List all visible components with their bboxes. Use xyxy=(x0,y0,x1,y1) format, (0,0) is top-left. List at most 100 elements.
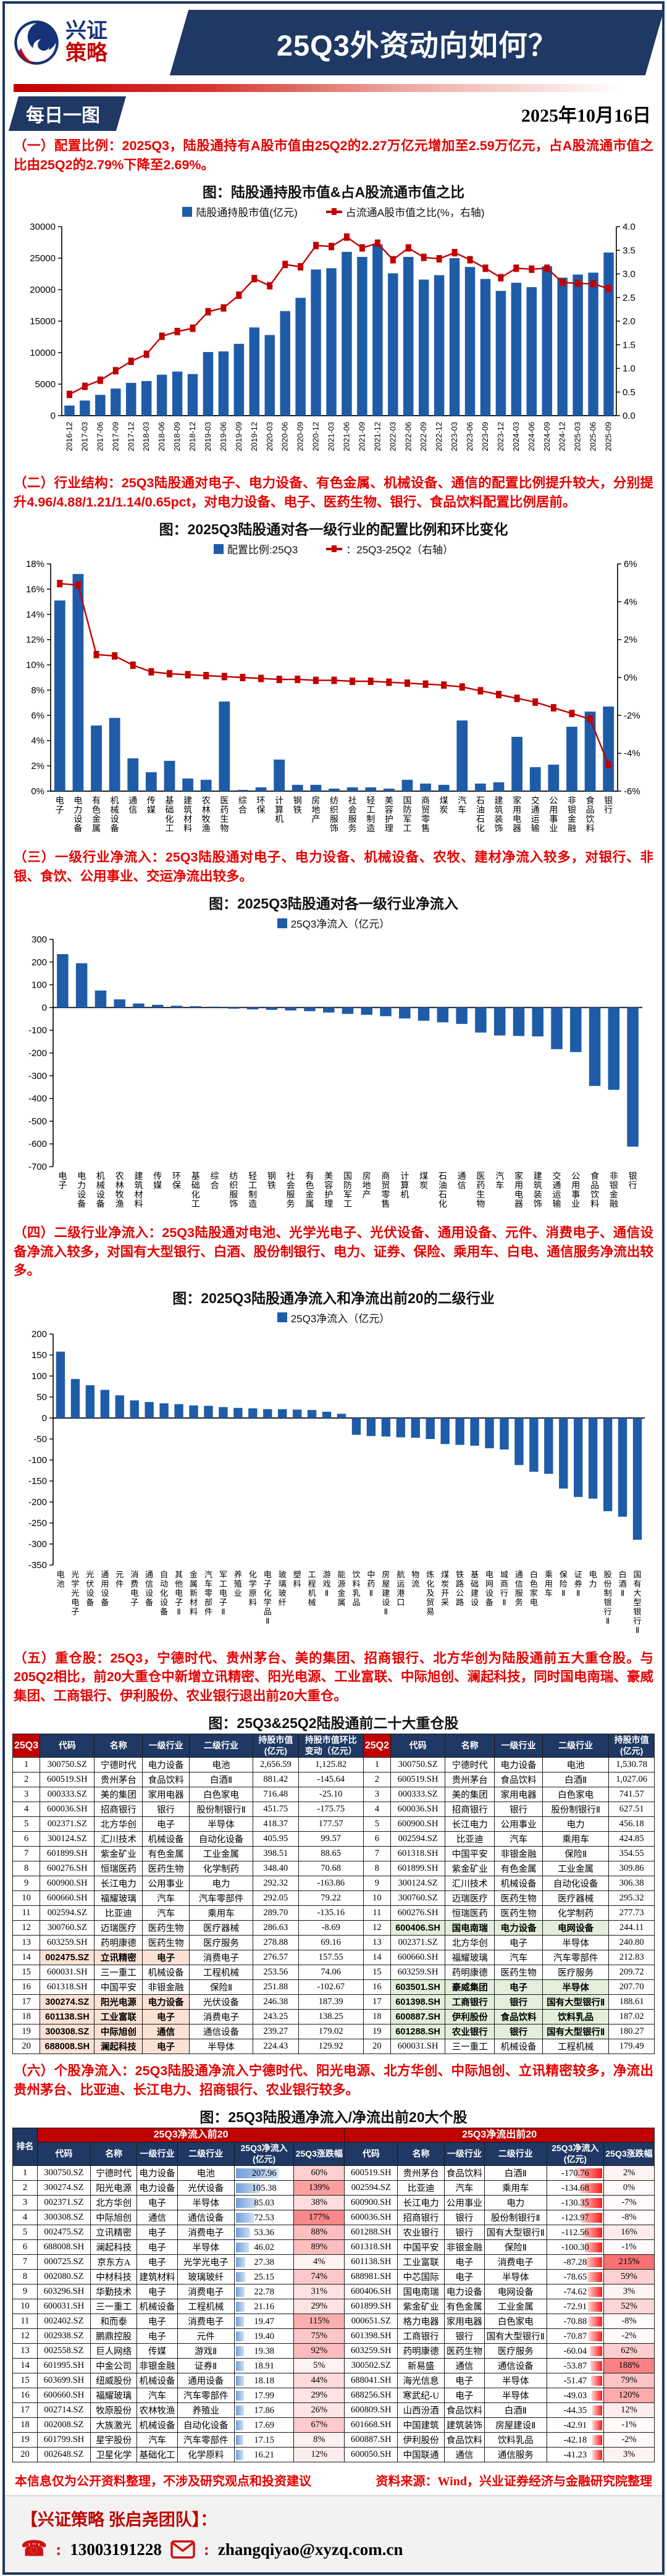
cell: 716.48 xyxy=(253,1787,299,1803)
svg-text:2019-12: 2019-12 xyxy=(250,422,259,451)
svg-text:-400: -400 xyxy=(28,1094,47,1104)
table1-header-cell: 代码 xyxy=(390,1734,446,1758)
cell: 16 xyxy=(12,1979,41,1995)
marker-2018-12 xyxy=(190,324,196,332)
cell: 宁德时代 xyxy=(94,1757,143,1773)
contact-row: ☎: 13003191228 : zhangqiyao@xyzq.com.cn xyxy=(21,2539,646,2560)
legend-item: 配置比例:25Q3 xyxy=(213,541,298,556)
cell: 紫金矿业 xyxy=(397,2299,445,2315)
cell: 中际旭创 xyxy=(94,2024,143,2040)
bar-2019-09 xyxy=(233,343,245,416)
marker-计算机 xyxy=(276,676,282,684)
svg-text:玻璃玻纤: 玻璃玻纤 xyxy=(279,1570,287,1607)
svg-text:纺织服饰: 纺织服饰 xyxy=(229,1171,238,1209)
table-row: 6 300124.SZ 汇川技术 机械设备 自动化设备 405.95 99.57 6 00259… xyxy=(12,1831,655,1847)
netflow-bar-cell: -87.28 xyxy=(546,2254,605,2270)
bar-铁路公路 xyxy=(455,1417,464,1445)
netflow-databar xyxy=(582,2227,603,2238)
cell: 消费电子 xyxy=(177,2314,235,2330)
cell: 电力设备 xyxy=(142,1757,190,1773)
bar-饮料乳品 xyxy=(351,1417,361,1435)
cell: 药明康德 xyxy=(397,2343,445,2359)
svg-text:计算机: 计算机 xyxy=(400,1171,409,1199)
bar-纺织服饰 xyxy=(228,1007,240,1009)
cell: 光伏设备 xyxy=(188,1994,254,2010)
cell: 半导体 xyxy=(542,1979,610,1995)
cell: 14 xyxy=(12,1950,41,1966)
cell: 253.56 xyxy=(253,1965,299,1981)
cell: 消费电子 xyxy=(188,1950,254,1966)
bar-2018-06 xyxy=(156,374,167,416)
netflow-value: -78.65 xyxy=(563,2272,587,2282)
bar-电网设备 xyxy=(485,1417,494,1448)
cell: 13 xyxy=(12,2343,38,2359)
table-row: 4 600036.SH 招商银行 银行 股份制银行Ⅱ 451.75 -175.75 4 6000… xyxy=(12,1802,655,1818)
cell: 187.02 xyxy=(608,2009,655,2025)
cell: 电子 xyxy=(142,2009,190,2025)
cell: 601899.SH xyxy=(344,2299,398,2315)
table2-header-cell: 代码 xyxy=(36,2142,91,2167)
netflow-value: -70.87 xyxy=(563,2331,587,2341)
svg-text:轻工制造: 轻工制造 xyxy=(366,795,375,833)
table-row: 12 300760.SZ 迈瑞医疗 医药生物 医疗器械 286.63 -8.69 12 6004… xyxy=(12,1920,655,1936)
netflow-value: 19.38 xyxy=(254,2346,274,2356)
bar-商贸零售 xyxy=(380,1007,392,1017)
cell: 11 xyxy=(363,1905,391,1921)
cell: 通用设备 xyxy=(177,2373,235,2389)
netflow-databar xyxy=(235,2420,244,2430)
svg-text:6%: 6% xyxy=(624,559,637,569)
cell: 北方华创 xyxy=(94,1816,143,1832)
cell: 000651.SZ xyxy=(344,2314,398,2330)
industry-netflow-chart: -700 -600 -500 -400 -300 -200 -100 0 100 200 300 电子… xyxy=(12,931,657,1216)
svg-text:炼化及贸易: 炼化及贸易 xyxy=(426,1570,434,1616)
cell: 002648.SZ xyxy=(36,2447,91,2463)
chart4-block: 图：2025Q3陆股通净流入和净流出前20的二级行业 25Q3净流入（亿元） -… xyxy=(12,1286,655,1642)
netflow-bar-cell: -42.18 xyxy=(546,2432,605,2448)
cell: 6 xyxy=(12,2239,38,2255)
bar-legend-swatch xyxy=(213,543,224,554)
cell: 医药生物 xyxy=(142,1861,190,1877)
cell: 15 xyxy=(12,1965,41,1981)
cell: 中国平安 xyxy=(397,2239,445,2255)
disclaimer-text: 本信息仅为公开资料整理，不涉及研究观点和投资建议 xyxy=(15,2475,311,2489)
marker-煤炭 xyxy=(441,681,447,689)
svg-text:2017-12: 2017-12 xyxy=(126,422,135,451)
netflow-value: 53.36 xyxy=(254,2227,274,2238)
cell: 电子 xyxy=(136,2225,178,2241)
cell: 药明康德 xyxy=(94,1935,143,1951)
cell: 美的集团 xyxy=(445,1787,495,1803)
svg-text:0.5: 0.5 xyxy=(623,387,636,398)
cell: 汽车 xyxy=(136,2432,178,2448)
cell: 002558.SZ xyxy=(36,2343,91,2359)
cell: 半导体 xyxy=(542,1935,610,1951)
pct-change-cell: 2% xyxy=(603,2165,655,2181)
svg-text:通信服务: 通信服务 xyxy=(515,1570,523,1607)
marker-钢铁 xyxy=(295,676,301,684)
svg-text:银行: 银行 xyxy=(604,795,613,815)
netflow-value: 17.15 xyxy=(254,2435,274,2445)
svg-text:传媒: 传媒 xyxy=(147,795,156,815)
bar-光学光电子 xyxy=(70,1378,80,1418)
cell: 北方华创 xyxy=(90,2195,138,2211)
pct-change-cell: -2% xyxy=(603,2432,655,2448)
email-icon xyxy=(170,2540,195,2559)
pct-change-cell: 120% xyxy=(603,2388,655,2404)
svg-text:塑料: 塑料 xyxy=(293,1570,301,1588)
section-6-text: （六）个股净流入：25Q3陆股通净流入宁德时代、阳光电源、北方华创、中际旭创、立… xyxy=(14,2063,653,2097)
table1-header-cell: 25Q2 xyxy=(363,1734,391,1758)
svg-text:1.5: 1.5 xyxy=(623,340,636,350)
cell: 456.18 xyxy=(608,1816,655,1832)
phone-colon: : xyxy=(56,2540,62,2559)
marker-房地产 xyxy=(313,676,319,684)
cell: 中金公司 xyxy=(90,2358,138,2374)
svg-text:-4%: -4% xyxy=(624,749,640,759)
cell: 4 xyxy=(12,1802,41,1818)
bar-光伏设备 xyxy=(85,1385,95,1418)
svg-text:-250: -250 xyxy=(28,1518,47,1529)
svg-text:2021-06: 2021-06 xyxy=(342,422,351,451)
marker-环保 xyxy=(258,674,264,682)
bar-2024-09 xyxy=(542,266,552,416)
netflow-value: -51.47 xyxy=(563,2375,587,2386)
cell: 股份制银行Ⅱ xyxy=(542,1802,610,1818)
